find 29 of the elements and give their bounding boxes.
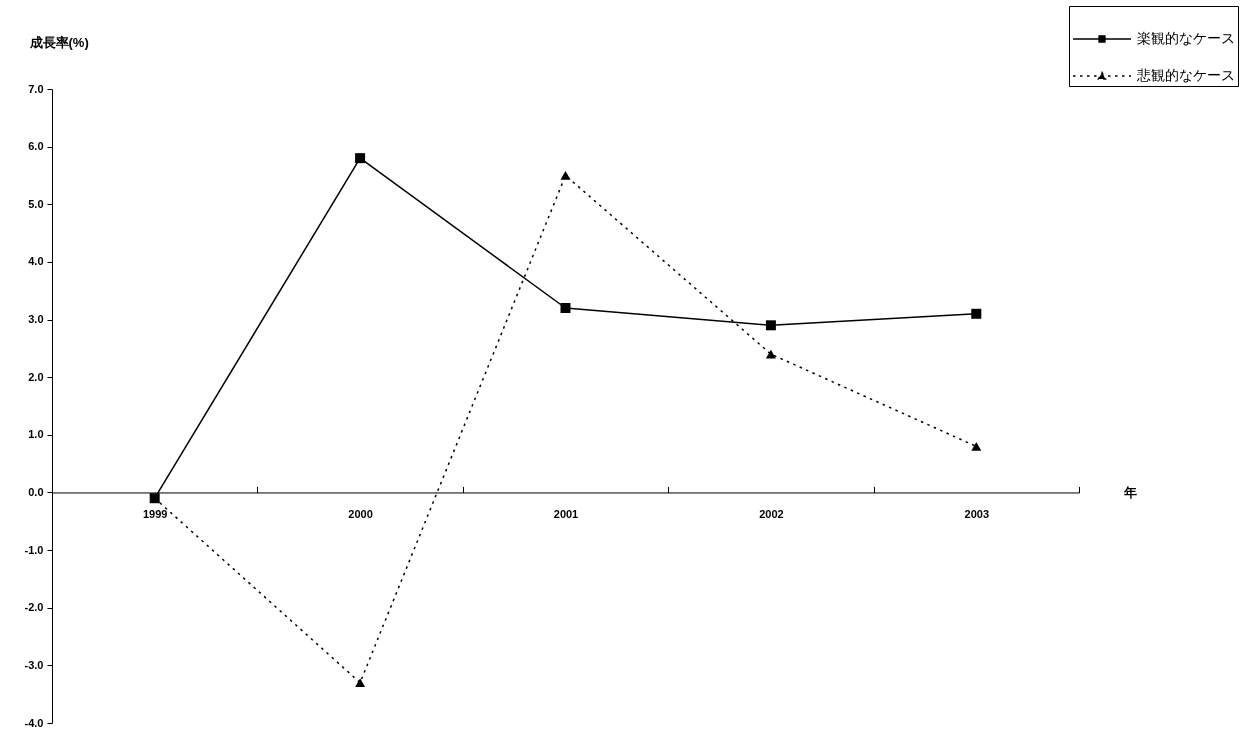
y-tick-label: 6.0 xyxy=(28,140,44,153)
point xyxy=(560,303,571,314)
y-tick-label: 5.0 xyxy=(28,197,44,210)
y-tick-label: 4.0 xyxy=(28,255,44,268)
y-tick-label: 1.0 xyxy=(28,428,44,441)
y-tick-label: 7.0 xyxy=(28,82,44,95)
x-tick-label: 2000 xyxy=(348,507,373,520)
point xyxy=(355,678,366,687)
legend-label: 楽観的なケース xyxy=(1137,30,1235,46)
y-tick-label: -3.0 xyxy=(24,658,44,671)
x-tick-label: 2001 xyxy=(553,507,579,520)
y-tick-label: -2.0 xyxy=(24,601,44,614)
y-axis-title: 成長率(%) xyxy=(28,34,89,50)
y-tick-label: 3.0 xyxy=(28,313,44,326)
y-tick-label: -1.0 xyxy=(24,543,44,556)
y-tick-label: 2.0 xyxy=(28,370,44,383)
y-tick-label: 0.0 xyxy=(28,485,44,498)
point xyxy=(971,308,982,319)
x-axis-title: 年 xyxy=(1123,484,1137,500)
y-tick-label: -4.0 xyxy=(24,716,44,729)
legend-label: 悲観的なケース xyxy=(1136,67,1235,83)
point xyxy=(560,171,571,180)
point xyxy=(765,349,776,359)
x-tick-label: 2002 xyxy=(759,507,784,520)
point xyxy=(765,320,776,331)
point xyxy=(355,153,366,164)
x-tick-label: 2003 xyxy=(964,507,990,520)
x-tick-label: 1999 xyxy=(142,507,168,520)
point xyxy=(971,442,982,451)
